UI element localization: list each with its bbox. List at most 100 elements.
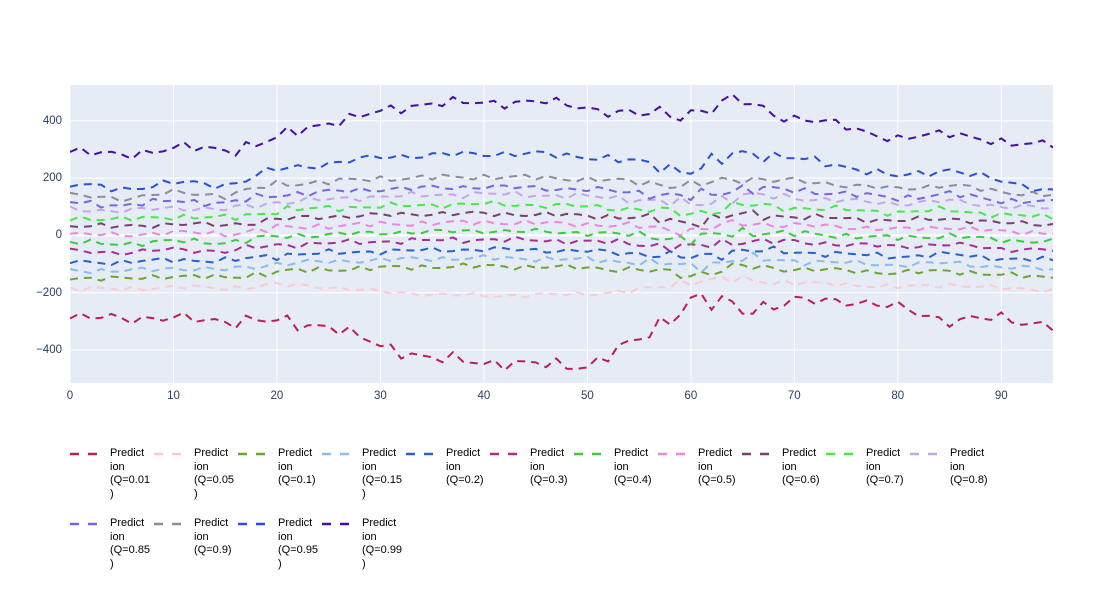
y-tick-label: −200 xyxy=(36,286,62,299)
legend-item-label-line: ) xyxy=(362,557,366,570)
y-tick-label: −400 xyxy=(36,344,62,357)
legend-dash-swatch xyxy=(154,452,184,456)
legend-item-label-line: ion xyxy=(194,530,209,543)
legend-item-label-line: ion xyxy=(362,460,377,473)
legend-item-prediction-q-0.9-[interactable]: Predict ion (Q=0.9) xyxy=(154,517,238,571)
legend-item-label-line: ion xyxy=(278,530,293,543)
legend-item-label-line: Predict xyxy=(698,447,733,459)
legend-item-label-line: ion xyxy=(110,460,125,473)
legend-item-label-line: ion xyxy=(530,460,545,473)
x-tick-label: 40 xyxy=(477,390,491,402)
legend-item-label-line: (Q=0.95 xyxy=(278,544,319,556)
legend-item-label-line: ion xyxy=(866,460,881,473)
legend-dash-swatch xyxy=(658,452,688,456)
legend-dash-swatch xyxy=(70,452,100,456)
series-line-prediction-q-0.5- xyxy=(70,219,1053,238)
legend-item-label-line: Predict xyxy=(950,447,985,459)
legend-item-label-line: ) xyxy=(110,557,114,570)
legend-item-label-line: (Q=0.9) xyxy=(194,544,232,556)
legend-row: Predict ion (Q=0.85) Predict ion (Q=0.9) Predi… xyxy=(70,517,1080,571)
legend-item-label-line: ) xyxy=(362,487,366,500)
legend-item-prediction-q-0.3-[interactable]: Predict ion (Q=0.3) xyxy=(490,447,574,501)
legend-item-label-line: (Q=0.1) xyxy=(278,474,316,486)
series-line-prediction-q-0.3- xyxy=(70,235,1053,257)
legend-item-label-line: Predict xyxy=(278,447,313,459)
legend-item-label-line: (Q=0.15 xyxy=(362,474,403,486)
legend-item-prediction-q-0.5-[interactable]: Predict ion (Q=0.5) xyxy=(658,447,742,501)
legend-item-label-line: (Q=0.7) xyxy=(866,474,904,486)
legend-item-label-line: (Q=0.8) xyxy=(950,474,988,486)
series-line-prediction-q-0.99- xyxy=(70,92,1053,161)
series-line-prediction-q-0.95- xyxy=(70,150,1053,193)
legend-item-label-line: Predict xyxy=(362,517,397,529)
legend-item-label-line: Predict xyxy=(110,447,145,459)
legend-row: Predict ion (Q=0.01) Predict ion (Q=0.05) Pred… xyxy=(70,447,1080,501)
legend-item-prediction-q-0.01-[interactable]: Predict ion (Q=0.01) xyxy=(70,447,154,501)
legend-dash-swatch xyxy=(322,522,352,526)
legend-item-prediction-q-0.95-[interactable]: Predict ion (Q=0.95) xyxy=(238,517,322,571)
legend-item-prediction-q-0.7-[interactable]: Predict ion (Q=0.7) xyxy=(826,447,910,501)
y-tick-label: 0 xyxy=(55,229,62,242)
series-line-prediction-q-0.1- xyxy=(70,262,1053,282)
legend-item-label-line: (Q=0.99 xyxy=(362,544,403,556)
plot-area xyxy=(70,85,1053,383)
x-tick-label: 80 xyxy=(891,390,905,402)
legend-item-label-line: (Q=0.85 xyxy=(110,544,151,556)
legend-item-prediction-q-0.05-[interactable]: Predict ion (Q=0.05) xyxy=(154,447,238,501)
series-line-prediction-q-0.01- xyxy=(70,292,1053,372)
legend-item-prediction-q-0.8-[interactable]: Predict ion (Q=0.8) xyxy=(910,447,994,501)
legend-item-prediction-q-0.6-[interactable]: Predict ion (Q=0.6) xyxy=(742,447,826,501)
legend-item-label-line: ) xyxy=(278,557,282,570)
x-tick-label: 10 xyxy=(167,390,180,402)
legend-item-prediction-q-0.15-[interactable]: Predict ion (Q=0.15) xyxy=(322,447,406,501)
legend-item-label-line: Predict xyxy=(614,447,649,459)
series-line-prediction-q-0.05- xyxy=(70,274,1053,299)
series-line-prediction-q-0.4- xyxy=(70,226,1053,248)
x-tick-label: 20 xyxy=(270,390,284,402)
legend-item-label-line: ion xyxy=(278,460,293,473)
legend-item-label-line: ion xyxy=(782,460,797,473)
series-line-prediction-q-0.15- xyxy=(70,251,1053,275)
legend-dash-swatch xyxy=(70,522,100,526)
legend-item-label-line: ion xyxy=(362,530,377,543)
legend: Predict ion (Q=0.01) Predict ion (Q=0.05) Pred… xyxy=(70,447,1080,587)
series-line-prediction-q-0.9- xyxy=(70,173,1053,203)
chart-canvas xyxy=(70,85,1053,383)
legend-item-label-line: Predict xyxy=(110,517,145,529)
legend-item-label-line: Predict xyxy=(530,447,565,459)
legend-item-prediction-q-0.99-[interactable]: Predict ion (Q=0.99) xyxy=(322,517,406,571)
legend-item-prediction-q-0.2-[interactable]: Predict ion (Q=0.2) xyxy=(406,447,490,501)
legend-item-label-line: ion xyxy=(698,460,713,473)
legend-item-label-line: ion xyxy=(950,460,965,473)
legend-item-label-line: (Q=0.5) xyxy=(698,474,736,486)
legend-dash-swatch xyxy=(826,452,856,456)
legend-item-label-line: (Q=0.3) xyxy=(530,474,568,486)
legend-item-label-line: Predict xyxy=(446,447,481,459)
y-tick-label: 400 xyxy=(42,114,62,127)
legend-item-label-line: ion xyxy=(446,460,461,473)
legend-item-label-line: (Q=0.4) xyxy=(614,474,652,486)
x-tick-label: 0 xyxy=(66,390,74,402)
x-tick-label: 60 xyxy=(684,390,698,402)
x-tick-label: 30 xyxy=(374,390,387,402)
legend-item-prediction-q-0.1-[interactable]: Predict ion (Q=0.1) xyxy=(238,447,322,501)
x-tick-label: 50 xyxy=(580,390,594,402)
legend-dash-swatch xyxy=(574,452,604,456)
legend-item-prediction-q-0.85-[interactable]: Predict ion (Q=0.85) xyxy=(70,517,154,571)
legend-item-label-line: ion xyxy=(194,460,209,473)
legend-dash-swatch xyxy=(910,452,940,456)
series-line-prediction-q-0.7- xyxy=(70,199,1053,222)
legend-dash-swatch xyxy=(742,452,772,456)
legend-item-label-line: Predict xyxy=(194,447,229,459)
legend-dash-swatch xyxy=(238,452,268,456)
legend-item-label-line: ) xyxy=(194,487,198,500)
legend-dash-swatch xyxy=(322,452,352,456)
legend-item-label-line: Predict xyxy=(194,517,229,529)
legend-dash-swatch xyxy=(490,452,520,456)
x-tick-label: 90 xyxy=(994,390,1008,402)
legend-item-prediction-q-0.4-[interactable]: Predict ion (Q=0.4) xyxy=(574,447,658,501)
legend-item-label-line: (Q=0.6) xyxy=(782,474,820,486)
legend-dash-swatch xyxy=(406,452,436,456)
legend-item-label-line: ) xyxy=(110,487,114,500)
legend-item-label-line: (Q=0.05 xyxy=(194,474,235,486)
